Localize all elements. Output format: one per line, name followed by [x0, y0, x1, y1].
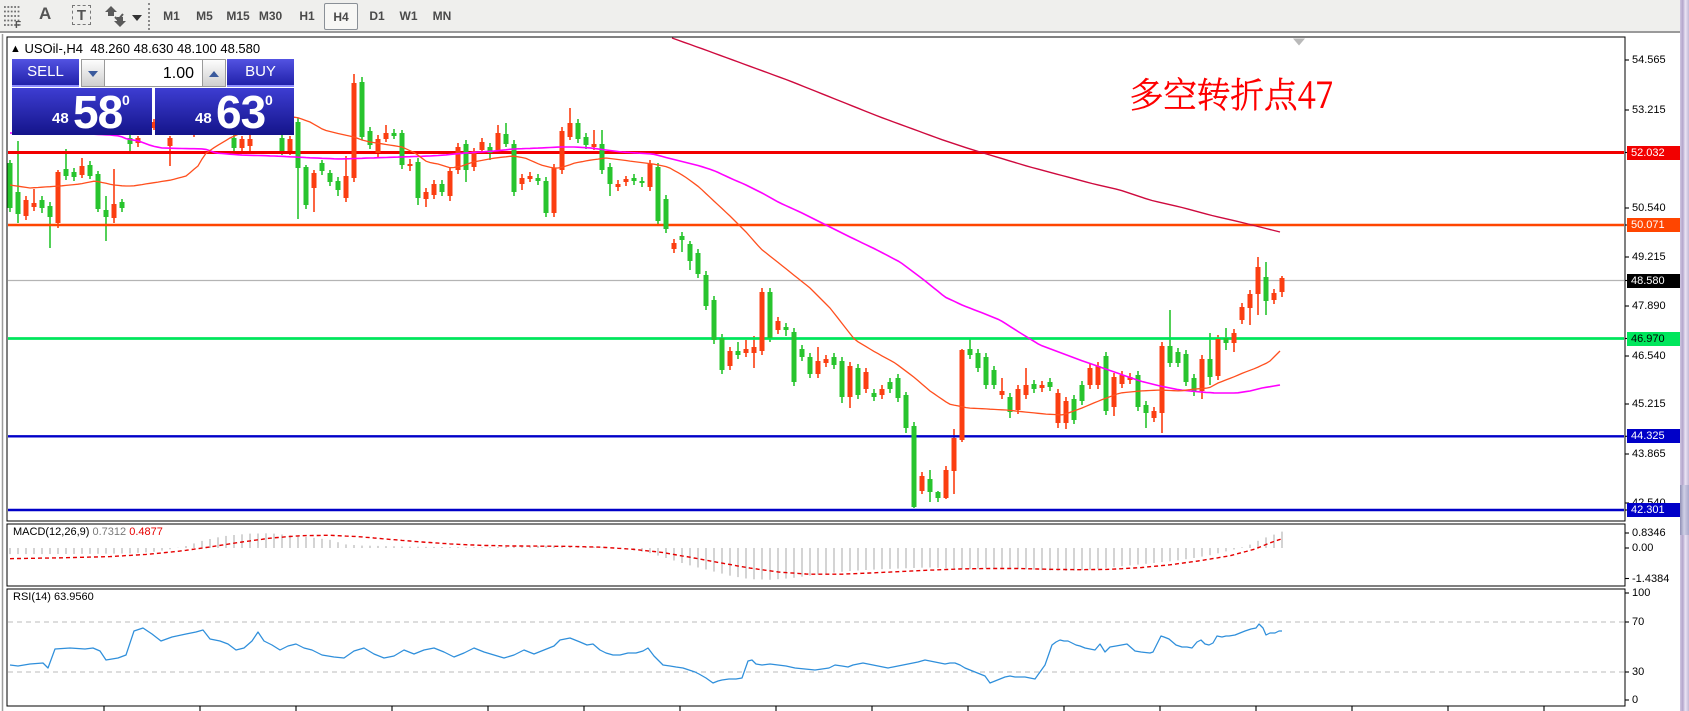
svg-text:F: F	[15, 20, 21, 29]
